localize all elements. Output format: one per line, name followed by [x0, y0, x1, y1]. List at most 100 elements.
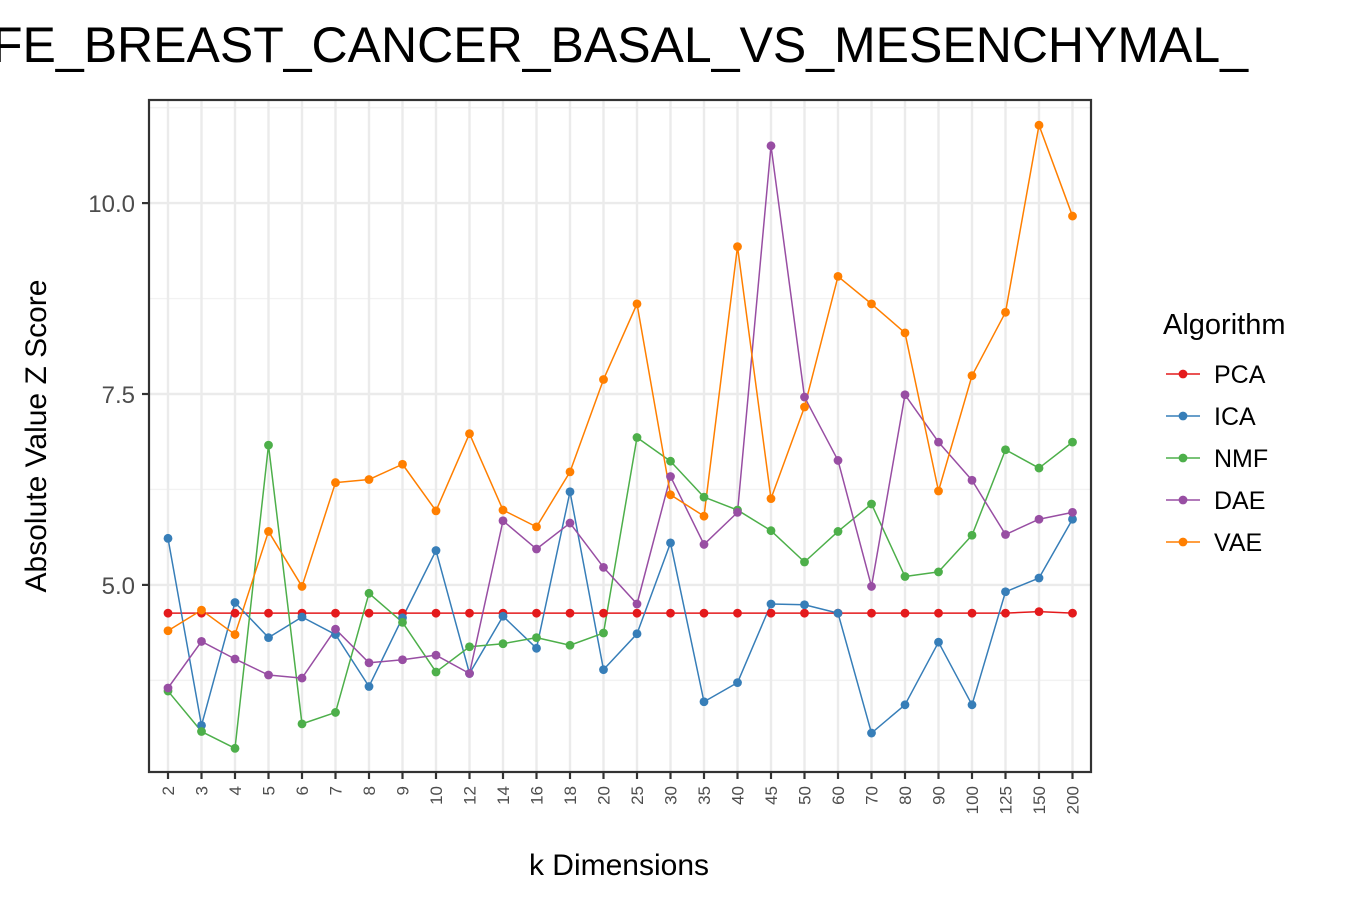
data-point-pca: [264, 608, 273, 618]
x-tick-label: 10: [427, 786, 446, 805]
data-point-nmf: [900, 572, 910, 581]
data-point-ica: [565, 487, 575, 497]
x-tick-label: 100: [963, 786, 982, 814]
plot-panel-border: [147, 98, 1093, 774]
data-point-pca: [766, 608, 776, 618]
data-point-vae: [867, 299, 876, 309]
x-tick-label: 35: [695, 786, 714, 805]
data-point-vae: [900, 328, 910, 338]
data-point-dae: [364, 658, 374, 668]
data-point-dae: [197, 637, 206, 646]
data-point-vae: [766, 494, 776, 504]
data-point-dae: [699, 540, 709, 549]
x-tick-label: 70: [863, 786, 882, 805]
series-line-nmf: [167, 436, 1073, 750]
data-point-nmf: [364, 588, 374, 598]
data-point-ica: [967, 700, 977, 710]
data-point-nmf: [632, 433, 642, 442]
data-point-ica: [297, 612, 307, 622]
y-axis: 5.0 7.5 10.0: [88, 191, 149, 600]
series-line-pca: [168, 610, 1073, 614]
data-point-ica: [264, 633, 273, 642]
data-point-dae: [867, 582, 876, 591]
x-tick-label: 125: [997, 786, 1016, 814]
data-point-pca: [900, 608, 910, 618]
y-tick-label: 7.5: [102, 382, 135, 409]
data-point-pca: [867, 608, 876, 618]
data-point-vae: [431, 506, 441, 516]
data-point-nmf: [967, 530, 977, 540]
data-point-ica: [800, 600, 809, 610]
data-point-ica: [699, 697, 709, 707]
data-point-nmf: [297, 719, 307, 729]
data-point-ica: [364, 682, 374, 691]
data-point-ica: [833, 608, 843, 618]
data-point-nmf: [498, 639, 508, 649]
data-point-vae: [331, 478, 340, 487]
data-point-ica: [733, 678, 742, 688]
data-point-pca: [331, 608, 340, 618]
data-point-nmf: [465, 642, 474, 652]
data-point-ica: [1001, 587, 1010, 597]
data-point-dae: [632, 599, 642, 609]
data-point-ica: [1068, 514, 1077, 524]
data-point-dae: [532, 544, 541, 554]
legend-label-dae: DAE: [1214, 487, 1265, 515]
data-point-ica: [766, 599, 776, 609]
x-tick-label: 45: [762, 786, 781, 805]
x-tick-label: 25: [628, 786, 647, 805]
legend-label-pca: PCA: [1214, 361, 1266, 389]
data-point-nmf: [800, 557, 809, 567]
x-tick-label: 2: [159, 786, 178, 795]
legend-title: Algorithm: [1163, 309, 1286, 341]
data-point-nmf: [867, 499, 876, 509]
data-point-dae: [398, 655, 407, 665]
data-point-vae: [632, 299, 642, 309]
x-tick-label: 200: [1064, 786, 1083, 814]
data-point-dae: [465, 669, 474, 678]
data-point-ica: [230, 598, 240, 607]
data-point-pca: [733, 608, 742, 618]
data-point-vae: [599, 375, 608, 384]
x-tick-label: 40: [729, 786, 748, 805]
data-point-nmf: [666, 456, 675, 466]
x-tick-label: 8: [360, 786, 379, 795]
x-tick-label: 90: [930, 786, 949, 805]
x-tick-label: 80: [896, 786, 915, 805]
x-tick-label: 16: [528, 786, 547, 805]
legend-key-point-ica: [1178, 411, 1188, 421]
x-tick-label: 14: [494, 786, 513, 805]
x-tick-label: 20: [595, 786, 614, 805]
data-point-dae: [766, 141, 776, 151]
series-line-ica: [167, 491, 1074, 734]
legend-key-point-vae: [1178, 537, 1188, 547]
x-tick-label: 6: [293, 786, 312, 795]
data-point-dae: [1001, 530, 1010, 539]
data-point-dae: [565, 518, 575, 528]
data-point-nmf: [565, 640, 575, 650]
y-axis-title: Absolute Value Z Score: [20, 280, 53, 593]
data-point-vae: [967, 371, 977, 381]
x-tick-label: 30: [662, 786, 681, 805]
y-tick-label: 5.0: [102, 573, 135, 600]
x-tick-label: 4: [226, 786, 245, 795]
data-point-dae: [230, 654, 240, 664]
data-point-nmf: [833, 527, 843, 536]
data-point-nmf: [1068, 437, 1077, 447]
data-point-nmf: [431, 667, 441, 677]
data-point-dae: [800, 392, 809, 402]
x-axis: 2 3 4 5 6 7 8 9 10 12 14 16 18 20 25 30 35 40 45 50 60 70 80 90…: [159, 772, 1083, 814]
data-point-pca: [599, 608, 608, 618]
legend-key-point-pca: [1178, 369, 1188, 379]
data-point-pca: [431, 608, 441, 618]
data-point-nmf: [699, 492, 709, 502]
data-point-pca: [1068, 608, 1077, 618]
data-point-dae: [1034, 514, 1044, 524]
data-point-vae: [163, 626, 173, 636]
legend-key-point-dae: [1178, 495, 1188, 505]
data-point-dae: [431, 650, 441, 660]
data-point-vae: [666, 490, 675, 500]
data-point-ica: [1034, 573, 1044, 583]
data-point-ica: [163, 533, 173, 543]
